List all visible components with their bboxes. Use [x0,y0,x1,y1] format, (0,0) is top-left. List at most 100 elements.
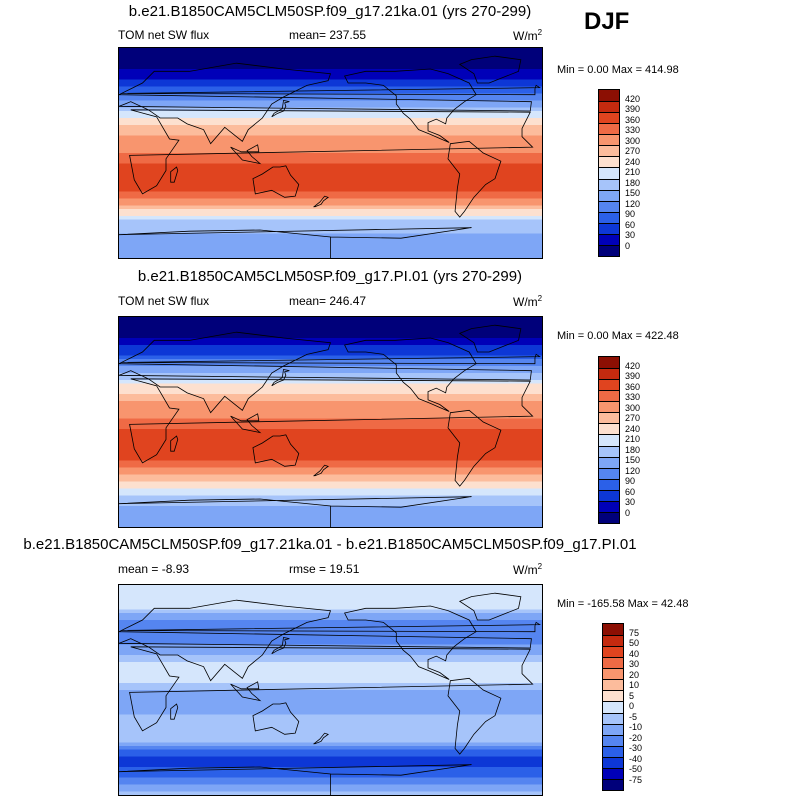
colorbar-segment [599,156,619,168]
map-latitude-band [119,366,542,370]
colorbar-segment [599,412,619,424]
map-latitude-band [119,464,542,468]
map-latitude-band [119,79,542,84]
map-latitude-band [119,202,542,206]
colorbar-segment [599,390,619,402]
colorbar-segment [599,379,619,391]
map-latitude-band [119,76,542,80]
map-latitude-band [119,118,542,122]
panel-3-units-label: W/m2 [513,562,543,577]
coastline [447,409,502,487]
map-latitude-band [119,338,542,342]
map-latitude-band [119,411,542,416]
map-latitude-band [119,627,542,631]
map-latitude-band [119,676,542,680]
coastline [312,195,330,208]
map-latitude-band [119,362,542,367]
colorbar-tick-label: 10 [629,680,640,690]
colorbar-segment [603,734,623,746]
map-latitude-band [119,753,542,757]
colorbar-segment [599,456,619,468]
map-latitude-band [119,620,542,624]
colorbar-segment [599,244,619,256]
map-latitude-band [119,746,542,750]
colorbar-tick-label: 0 [625,240,631,251]
panel-2-minmax: Min = 0.00 Max = 422.48 [557,330,679,342]
colorbar-segment [599,478,619,490]
colorbar-tick-label: 240 [625,156,641,167]
map-latitude-band [119,422,542,426]
colorbar-segment [599,200,619,212]
map-latitude-band [119,704,542,708]
map-latitude-band [119,376,542,381]
map-latitude-band [119,471,542,475]
coastline [447,140,502,218]
coastline [458,324,522,353]
panel-3-map [118,584,543,796]
map-latitude-band [119,760,542,764]
coastline [230,681,262,702]
map-latitude-band [119,616,542,621]
map-latitude-band [119,662,542,666]
map-latitude-band [119,767,542,771]
map-latitude-band [119,188,542,192]
coastline [344,605,477,680]
colorbar-tick-label: -20 [629,732,643,743]
coastline [312,464,330,477]
map-latitude-band [119,359,542,363]
map-latitude-band [119,174,542,178]
coastline [121,84,541,96]
coastline [119,496,472,527]
panel-2-mean-label: mean= 246.47 [289,294,367,308]
colorbar-segment [599,211,619,223]
colorbar-segment [599,112,619,124]
colorbar-tick-label: 30 [629,659,640,669]
map-latitude-band [119,83,542,87]
map-latitude-band [119,156,542,161]
colorbar-tick-label: 40 [629,648,640,659]
colorbar-segment [599,368,619,380]
map-latitude-band [119,100,542,105]
map-latitude-band [119,205,542,210]
colorbar-segment [599,134,619,146]
colorbar-tick-label: 5 [629,690,635,701]
map-latitude-band [119,697,542,701]
map-latitude-band [119,181,542,185]
map-latitude-band [119,415,542,419]
map-latitude-band [119,721,542,726]
map-latitude-band [119,725,542,729]
colorbar-segment [603,679,623,691]
colorbar-tick-label: 420 [625,360,641,371]
map-latitude-band [119,718,542,722]
colorbar-tick-label: 360 [625,381,641,392]
map-latitude-band [119,599,542,603]
map-latitude-band [119,146,542,150]
colorbar-tick-label: 330 [625,392,641,402]
panel-1-mean-label: mean= 237.55 [289,28,367,42]
map-latitude-band [119,450,542,454]
map-latitude-band [119,195,542,199]
colorbar-tick-label: 240 [625,423,641,434]
map-latitude-band [119,637,542,642]
colorbar-segment [599,401,619,413]
map-latitude-band [119,380,542,384]
map-latitude-band [119,397,542,402]
coastline [170,435,179,452]
colorbar-segment [603,756,623,768]
panel-2-variable-label: TOM net SW flux [118,294,210,308]
map-latitude-band [119,390,542,395]
map-latitude-band [119,700,542,705]
coastline [458,55,522,84]
colorbar-tick-label: 60 [625,219,636,230]
map-latitude-band [119,651,542,656]
colorbar-segment [603,624,623,636]
map-latitude-band [119,320,542,325]
map-latitude-band [119,163,542,168]
map-latitude-band [119,97,542,101]
coastline [119,62,532,145]
map-latitude-band [119,345,542,349]
colorbar-segment [603,657,623,669]
map-latitude-band [119,630,542,635]
map-latitude-band [119,429,542,433]
map-latitude-band [119,58,542,63]
